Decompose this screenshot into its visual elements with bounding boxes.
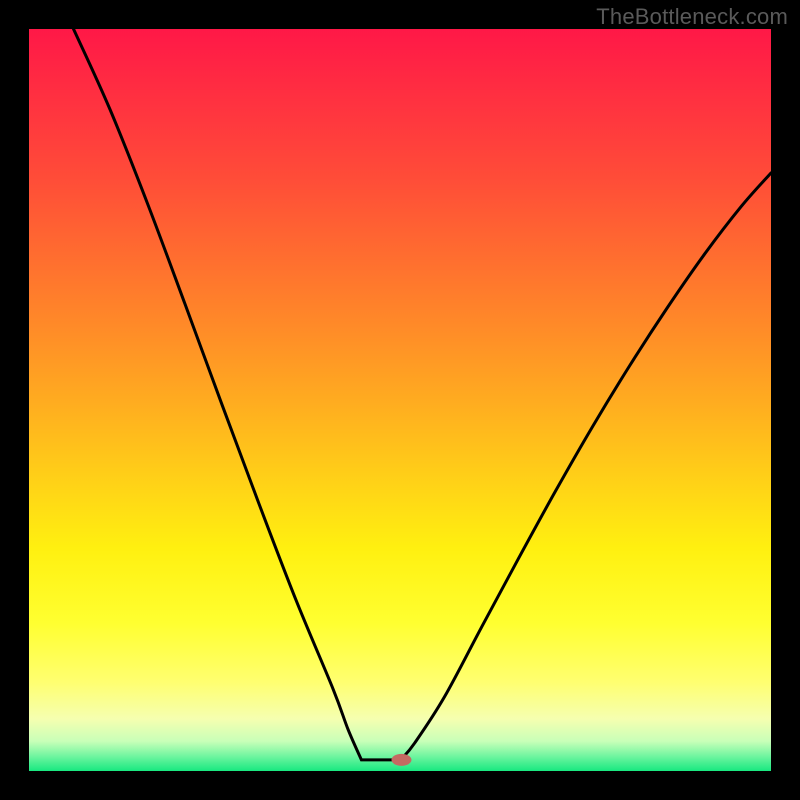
chart-svg — [0, 0, 800, 800]
plot-area — [29, 29, 771, 771]
watermark-text: TheBottleneck.com — [596, 4, 788, 30]
valley-marker — [391, 754, 411, 766]
chart-root: TheBottleneck.com — [0, 0, 800, 800]
